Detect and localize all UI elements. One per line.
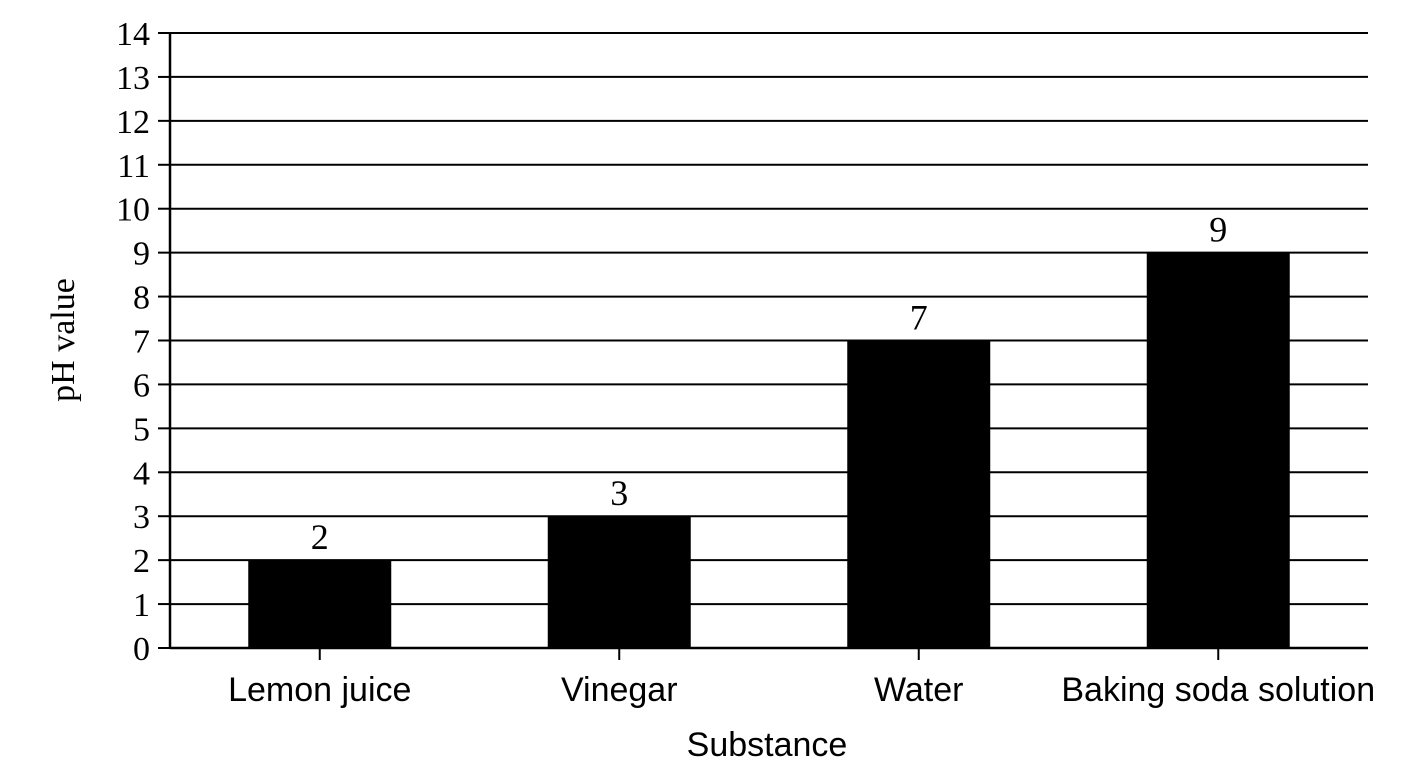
x-tick-label: Vinegar <box>561 671 678 709</box>
x-axis-title: Substance <box>687 726 848 764</box>
x-tick-labels: Lemon juice Vinegar Water Baking soda solut… <box>228 648 1375 709</box>
data-label: 7 <box>910 298 928 338</box>
data-label: 2 <box>311 517 329 557</box>
y-tick-label: 10 <box>116 192 150 229</box>
bars <box>248 252 1290 648</box>
y-tick-label: 2 <box>133 543 150 580</box>
axes <box>168 33 1368 650</box>
x-tick-label: Baking soda solution <box>1061 671 1375 709</box>
y-tick-label: 5 <box>133 411 150 448</box>
bar <box>847 340 991 648</box>
data-labels: 2 3 7 9 <box>311 210 1228 558</box>
y-tick-label: 14 <box>116 16 150 53</box>
y-axis-title: pH value <box>45 278 82 402</box>
y-tick-label: 3 <box>133 499 150 536</box>
y-tick-label: 12 <box>116 104 150 141</box>
y-tick-label: 9 <box>133 236 150 273</box>
bar <box>547 516 691 648</box>
x-tick-label: Water <box>874 671 963 709</box>
y-tick-label: 11 <box>117 148 150 185</box>
bar <box>248 560 392 648</box>
y-tick-label: 0 <box>133 631 150 668</box>
y-tick-label: 1 <box>133 587 150 624</box>
y-tick-label: 6 <box>133 367 150 404</box>
y-tick-label: 7 <box>133 324 150 361</box>
y-tick-label: 13 <box>116 60 150 97</box>
data-label: 9 <box>1209 210 1227 250</box>
x-tick-label: Lemon juice <box>228 671 411 709</box>
y-tick-label: 4 <box>133 455 150 492</box>
data-label: 3 <box>610 473 628 513</box>
y-tick-label: 8 <box>133 280 150 317</box>
bar <box>1146 252 1290 648</box>
